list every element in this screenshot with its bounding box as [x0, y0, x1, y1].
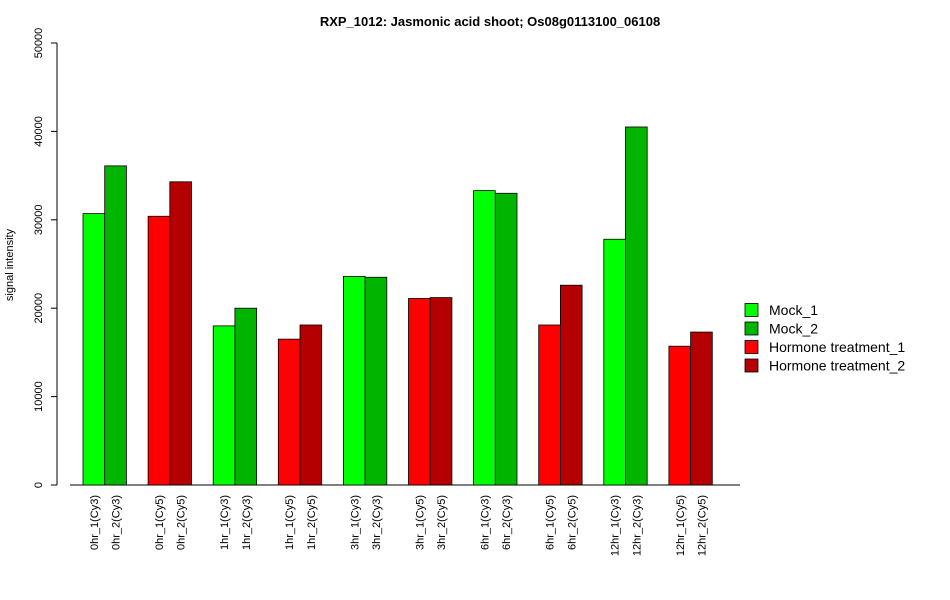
- x-tick-label: 1hr_2(Cy3): [241, 495, 253, 550]
- legend-swatch: [744, 303, 759, 317]
- x-tick-label: 6hr_2(Cy5): [566, 495, 578, 550]
- x-tick-label: 1hr_1(Cy3): [219, 495, 231, 550]
- bar-12hr-2-cy3: [625, 126, 648, 486]
- legend-swatch: [744, 321, 759, 336]
- legend-label: Mock_2: [769, 321, 818, 337]
- bar-6hr-1-cy5: [538, 324, 561, 486]
- x-tick-label: 1hr_2(Cy5): [306, 495, 318, 550]
- x-tick-label: 3hr_1(Cy3): [349, 495, 361, 550]
- x-tick-label: 0hr_2(Cy5): [176, 495, 188, 550]
- bar-3hr-1-cy3: [342, 275, 366, 486]
- y-tick-label: 20000: [33, 293, 45, 324]
- y-tick-label: 30000: [33, 205, 45, 236]
- bar-6hr-2-cy3: [494, 192, 518, 486]
- x-tick-label: 3hr_1(Cy5): [414, 495, 426, 550]
- legend-swatch: [744, 340, 759, 354]
- y-tick-label: 50000: [33, 28, 45, 59]
- bars-group: [82, 126, 713, 486]
- x-tick-label: 3hr_2(Cy3): [371, 495, 383, 550]
- bar-12hr-2-cy5: [690, 331, 713, 486]
- bar-3hr-2-cy5: [429, 297, 453, 486]
- legend: Mock_1 Mock_2 Hormone treatment_1 Hormone t…: [744, 302, 905, 374]
- bar-6hr-1-cy3: [473, 190, 496, 486]
- legend-swatch: [744, 358, 759, 373]
- bar-1hr-2-cy5: [299, 324, 323, 486]
- bar-12hr-1-cy5: [668, 345, 692, 486]
- bar-12hr-1-cy3: [603, 238, 626, 486]
- bar-0hr-1-cy5: [147, 215, 171, 486]
- bar-1hr-2-cy3: [234, 307, 257, 486]
- y-axis: 0 10000 20000 30000 40000 50000: [33, 28, 58, 488]
- x-tick-label: 0hr_1(Cy5): [154, 495, 166, 550]
- x-tick-label: 6hr_1(Cy3): [479, 495, 491, 550]
- y-axis-label: signal intensity: [4, 228, 16, 301]
- legend-label: Mock_1: [769, 302, 818, 318]
- bar-1hr-1-cy5: [277, 338, 301, 486]
- legend-label: Hormone treatment_1: [769, 339, 905, 355]
- x-tick-label: 12hr_1(Cy5): [675, 495, 687, 556]
- x-tick-label: 12hr_1(Cy3): [610, 495, 622, 556]
- y-tick-label: 0: [33, 482, 45, 488]
- bar-0hr-2-cy3: [104, 165, 127, 486]
- chart-title: RXP_1012: Jasmonic acid shoot; Os08g0113…: [320, 14, 660, 29]
- x-tick-label: 12hr_2(Cy3): [631, 495, 643, 556]
- bar-0hr-1-cy3: [82, 213, 106, 486]
- x-tick-label: 3hr_2(Cy5): [436, 495, 448, 550]
- x-axis: 0hr_1(Cy3) 0hr_2(Cy3) 0hr_1(Cy5) 0hr_2(Cy5)…: [70, 484, 740, 556]
- x-tick-label: 6hr_2(Cy3): [501, 495, 513, 550]
- y-tick-label: 10000: [33, 381, 45, 412]
- legend-label: Hormone treatment_2: [769, 358, 905, 374]
- bar-3hr-2-cy3: [364, 276, 388, 486]
- y-tick-label: 40000: [33, 116, 45, 147]
- x-tick-label: 1hr_1(Cy5): [284, 495, 296, 550]
- bar-1hr-1-cy3: [212, 325, 236, 486]
- x-tick-label: 0hr_1(Cy3): [89, 495, 101, 550]
- x-tick-label: 6hr_1(Cy5): [545, 495, 557, 550]
- bar-0hr-2-cy5: [169, 181, 192, 486]
- x-tick-label: 12hr_2(Cy5): [696, 495, 708, 556]
- x-tick-label: 0hr_2(Cy3): [111, 495, 123, 550]
- bar-3hr-1-cy5: [408, 298, 431, 486]
- bar-6hr-2-cy5: [560, 284, 583, 486]
